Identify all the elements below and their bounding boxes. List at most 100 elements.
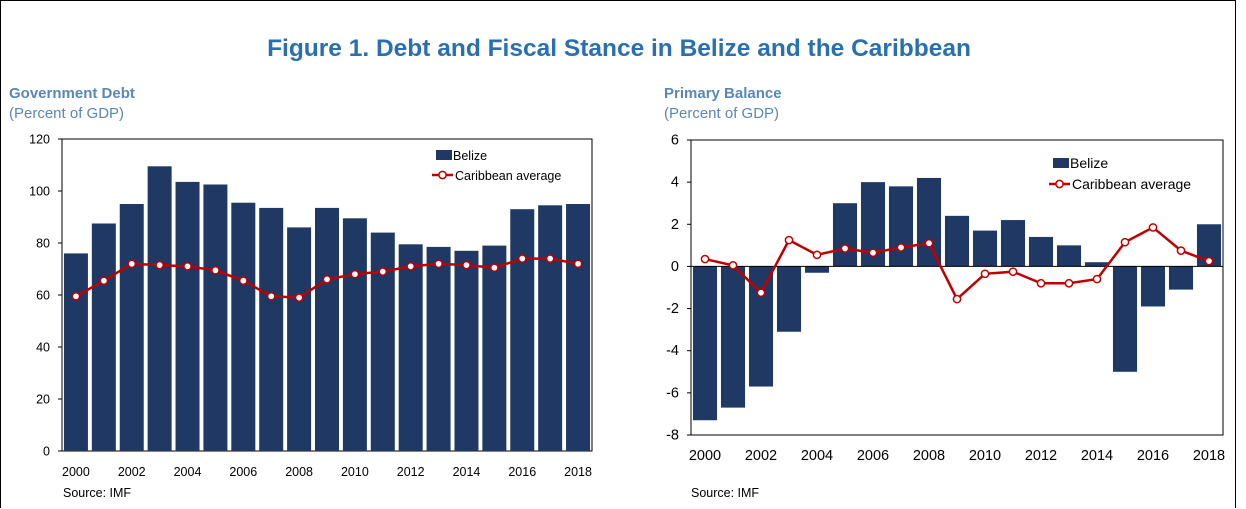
debt-average-point-2007 (266, 291, 276, 301)
balance-x-tick-label: 2000 (689, 448, 721, 464)
debt-bar-2012 (398, 244, 423, 451)
debt-y-tick-label: 100 (29, 185, 50, 199)
balance-legend-line-marker (1055, 179, 1064, 189)
balance-bar-2011 (1000, 220, 1026, 267)
panel-1-title: Government Debt (9, 85, 135, 102)
balance-average-point-2000 (700, 254, 710, 264)
debt-x-tick-label: 2010 (341, 465, 369, 479)
debt-average-point-2006 (238, 276, 248, 286)
debt-bar-2011 (370, 232, 395, 451)
panel-1-source: Source: IMF (63, 486, 132, 500)
balance-average-point-2018 (1204, 256, 1214, 266)
debt-average-point-2003 (155, 260, 164, 270)
balance-bar-2015 (1112, 266, 1138, 372)
balance-average-point-2008 (924, 238, 934, 248)
debt-bar-2017 (538, 205, 563, 451)
debt-average-point-2012 (406, 262, 416, 271)
balance-average-point-2017 (1176, 246, 1186, 255)
debt-average-point-2002 (127, 259, 137, 269)
debt-bar-2015 (482, 245, 507, 451)
balance-x-tick-label: 2014 (1081, 448, 1113, 464)
balance-average-point-2003 (784, 235, 794, 245)
balance-bar-2004 (804, 266, 830, 273)
figure-title: Figure 1. Debt and Fiscal Stance in Beli… (267, 35, 971, 62)
debt-average-point-2000 (71, 291, 81, 301)
balance-legend-bar-swatch (1053, 158, 1069, 168)
debt-legend-belize: Belize (453, 149, 487, 163)
debt-bar-2007 (259, 207, 284, 451)
balance-x-tick-label: 2016 (1137, 448, 1169, 464)
balance-y-tick-label: -2 (666, 301, 679, 317)
balance-bar-2005 (832, 203, 858, 267)
debt-x-tick-label: 2006 (229, 465, 257, 479)
balance-average-point-2012 (1036, 278, 1046, 288)
balance-bar-2001 (720, 266, 746, 408)
balance-bar-2017 (1168, 266, 1194, 290)
panel-2-subtitle: (Percent of GDP) (664, 105, 780, 122)
balance-legend-caribbean: Caribbean average (1072, 176, 1191, 192)
balance-average-point-2010 (980, 269, 990, 279)
balance-legend-belize: Belize (1070, 155, 1108, 171)
debt-y-tick-label: 20 (36, 393, 50, 407)
balance-average-point-2007 (896, 243, 906, 252)
debt-average-point-2018 (573, 259, 583, 269)
debt-legend-caribbean: Caribbean average (455, 169, 561, 183)
debt-average-point-2009 (322, 275, 332, 284)
balance-y-tick-label: -6 (666, 385, 679, 401)
debt-x-tick-label: 2016 (508, 465, 536, 479)
debt-average-point-2004 (183, 262, 192, 271)
balance-average-point-2001 (728, 261, 738, 270)
debt-x-tick-label: 2002 (118, 465, 146, 479)
debt-y-tick-label: 0 (43, 445, 50, 459)
debt-average-point-2017 (545, 254, 555, 263)
debt-average-point-2010 (350, 269, 360, 279)
debt-bar-2009 (315, 207, 339, 451)
panel-2-source: Source: IMF (691, 486, 760, 500)
balance-average-point-2004 (812, 250, 822, 260)
debt-y-tick-label: 80 (36, 237, 50, 251)
debt-average-point-2005 (211, 265, 220, 275)
debt-average-point-2014 (462, 260, 471, 270)
balance-average-point-2015 (1120, 237, 1130, 247)
debt-x-tick-label: 2018 (564, 465, 592, 479)
debt-average-point-2016 (517, 254, 527, 263)
debt-y-tick-label: 40 (36, 341, 50, 355)
balance-bar-2016 (1140, 266, 1166, 307)
balance-bar-2013 (1056, 245, 1082, 267)
balance-average-point-2009 (952, 294, 962, 304)
debt-y-tick-label: 60 (36, 289, 50, 303)
debt-bar-2000 (63, 253, 88, 451)
debt-average-point-2011 (378, 267, 388, 276)
balance-bar-2000 (692, 266, 718, 421)
balance-y-tick-label: -4 (666, 343, 679, 359)
balance-x-tick-label: 2006 (857, 448, 889, 464)
debt-x-tick-label: 2008 (285, 465, 313, 479)
balance-y-tick-label: 4 (671, 175, 679, 191)
debt-x-tick-label: 2012 (397, 465, 425, 479)
debt-bar-2008 (287, 227, 312, 451)
balance-bar-2010 (972, 230, 998, 267)
debt-bar-2005 (203, 184, 228, 451)
balance-plot-area (690, 139, 1224, 436)
balance-average-point-2005 (840, 244, 850, 253)
debt-bar-2004 (175, 181, 200, 451)
debt-average-point-2015 (490, 263, 499, 273)
debt-bar-2018 (566, 204, 591, 451)
debt-bar-2001 (91, 223, 116, 451)
balance-bar-2012 (1028, 236, 1054, 267)
balance-bar-2014 (1084, 262, 1110, 267)
debt-average-point-2001 (99, 276, 109, 286)
balance-x-tick-label: 2010 (969, 448, 1001, 464)
debt-y-tick-label: 120 (29, 133, 50, 147)
debt-bar-2014 (454, 250, 479, 451)
balance-average-point-2011 (1008, 267, 1018, 277)
balance-bar-2003 (776, 266, 802, 332)
balance-y-tick-label: 6 (671, 133, 679, 149)
balance-average-point-2014 (1092, 274, 1102, 284)
debt-x-tick-label: 2004 (174, 465, 202, 479)
panel-1-subtitle: (Percent of GDP) (9, 105, 125, 122)
balance-x-tick-label: 2018 (1193, 448, 1225, 464)
balance-y-tick-label: -8 (666, 428, 679, 444)
balance-x-tick-label: 2004 (801, 448, 833, 464)
